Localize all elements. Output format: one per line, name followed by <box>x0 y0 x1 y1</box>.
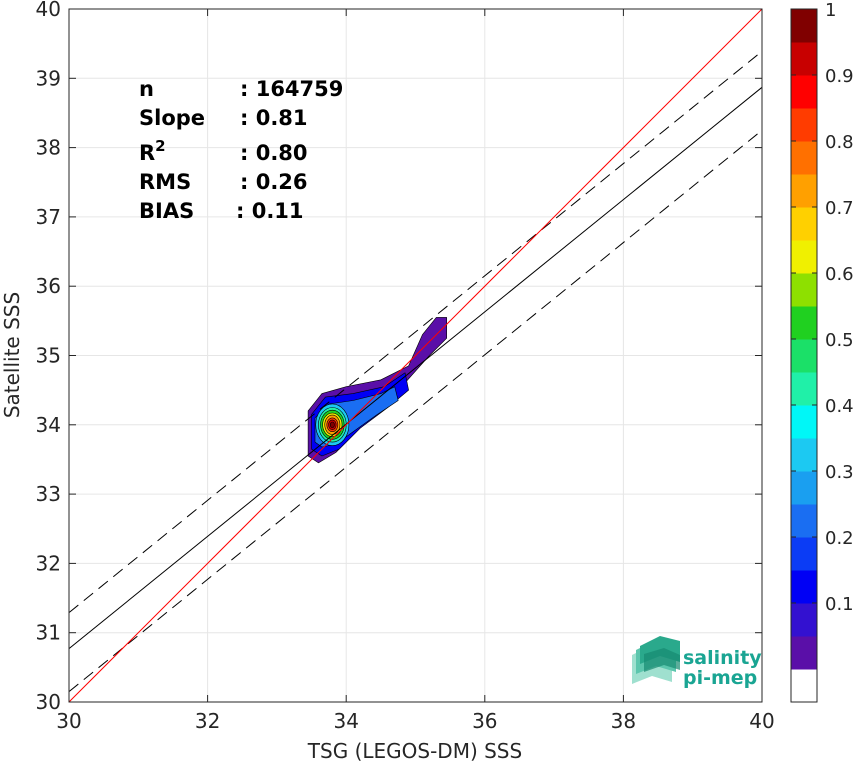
colorbar-segment <box>791 75 817 109</box>
regression-bound-line <box>68 50 763 613</box>
regression-bound-line <box>68 129 763 692</box>
y-tick-label: 39 <box>36 66 61 90</box>
logo-line1: salinity <box>683 647 762 669</box>
colorbar-segment <box>791 471 817 505</box>
colorbar-segment <box>791 438 817 472</box>
y-tick-label: 40 <box>36 0 61 21</box>
colorbar-tick-label: 0.8 <box>825 132 854 153</box>
colorbar-segment <box>791 273 817 307</box>
waves-icon <box>632 636 680 684</box>
x-tick-label: 36 <box>472 709 497 733</box>
colorbar-frame <box>790 8 818 703</box>
stat-value: : 0.26 <box>240 170 308 194</box>
y-axis: 30 31 32 33 34 35 36 37 38 39 40 <box>36 0 762 714</box>
colorbar-tick-label: 0.2 <box>825 528 854 549</box>
identity-line <box>68 8 763 703</box>
colorbar-segment <box>791 669 817 703</box>
salinity-pi-mep-logo: salinity pi-mep <box>632 636 762 689</box>
colorbar-tick-label: 0.3 <box>825 462 854 483</box>
colorbar-tick-label: 0.9 <box>825 66 854 87</box>
x-tick-label: 30 <box>56 709 81 733</box>
stat-label-superscript: 2 <box>155 137 165 155</box>
stat-value: : 0.80 <box>240 141 308 165</box>
stat-value: : 0.11 <box>236 199 304 223</box>
grid <box>69 9 762 702</box>
logo-line2: pi-mep <box>683 667 757 689</box>
colorbar-segment <box>791 108 817 142</box>
stat-label: Slope <box>139 106 205 130</box>
y-tick-label: 34 <box>36 413 61 437</box>
colorbar-segment <box>791 339 817 373</box>
y-tick-label: 30 <box>36 690 61 714</box>
x-tick-label: 32 <box>195 709 220 733</box>
regression-lines <box>68 8 763 703</box>
colorbar-segment <box>791 372 817 406</box>
stat-label: BIAS <box>139 199 194 223</box>
x-axis: 30 32 34 36 38 40 <box>56 9 775 733</box>
colorbar-tick-label: 0.6 <box>825 264 854 285</box>
colorbar-segment <box>791 174 817 208</box>
stat-value: : 164759 <box>240 77 343 101</box>
x-tick-label: 34 <box>333 709 358 733</box>
y-tick-label: 32 <box>36 551 61 575</box>
colorbar-segment <box>791 537 817 571</box>
y-tick-label: 37 <box>36 205 61 229</box>
colorbar-segment <box>791 9 817 43</box>
y-tick-label: 31 <box>36 621 61 645</box>
stat-value: : 0.81 <box>240 106 308 130</box>
colorbar-segment <box>791 603 817 637</box>
colorbar-tick-label: 0.4 <box>825 396 854 417</box>
colorbar-tick-label: 0.5 <box>825 330 854 351</box>
colorbar-segment <box>791 504 817 538</box>
colorbar-segment <box>791 636 817 670</box>
x-tick-label: 38 <box>611 709 636 733</box>
colorbar-segment <box>791 570 817 604</box>
colorbar-tick-label: 1 <box>825 0 836 21</box>
stat-label: n <box>139 77 154 101</box>
y-axis-label: Satellite SSS <box>0 292 24 418</box>
y-tick-label: 33 <box>36 482 61 506</box>
colorbar-segment <box>791 141 817 175</box>
colorbar-segment <box>791 405 817 439</box>
density-core-ring <box>329 421 335 428</box>
y-tick-label: 38 <box>36 136 61 160</box>
x-tick-label: 40 <box>749 709 774 733</box>
regression-line <box>68 86 763 650</box>
colorbar-segment <box>791 240 817 274</box>
x-axis-label: TSG (LEGOS-DM) SSS <box>307 739 522 763</box>
colorbar-tick-label: 0.1 <box>825 594 854 615</box>
colorbar-segment <box>791 207 817 241</box>
stat-label: RMS <box>139 170 191 194</box>
stats-box: n : 164759 Slope : 0.81 R2 : 0.80 RMS : 0.26 BIA… <box>139 77 343 223</box>
stat-label: R2 <box>139 137 166 165</box>
colorbar-segment <box>791 42 817 76</box>
colorbar-segment <box>791 306 817 340</box>
colorbar: 0.1 0.2 0.3 0.4 0.5 0.6 0.7 0.8 0.9 1 <box>790 0 854 703</box>
y-tick-label: 35 <box>36 344 61 368</box>
colorbar-tick-label: 0.7 <box>825 198 854 219</box>
y-tick-label: 36 <box>36 274 61 298</box>
